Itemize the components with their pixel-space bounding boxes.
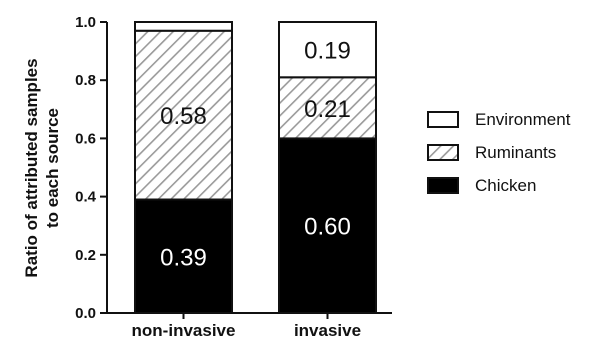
y-tick-label: 0.0 (75, 305, 96, 322)
x-category-label: invasive (294, 321, 361, 340)
y-tick-label: 0.6 (75, 130, 96, 147)
x-axis: non-invasive invasive (107, 313, 392, 340)
y-tick-label: 0.4 (75, 189, 97, 206)
x-category-label: non-invasive (132, 321, 236, 340)
y-axis: 0.0 0.2 0.4 0.6 0.8 1.0 (75, 14, 107, 322)
legend-swatch-ruminants (428, 145, 458, 160)
bars: 0.39 0.58 0.60 0.21 0.19 (135, 22, 376, 313)
legend-label-environment: Environment (475, 110, 571, 129)
legend-swatch-chicken (428, 178, 458, 193)
data-label: 0.39 (160, 244, 207, 271)
y-tick-label: 0.8 (75, 72, 96, 89)
bar-segment-environment-0 (135, 22, 232, 31)
y-axis-title-line-2: to each source (43, 108, 62, 228)
data-label: 0.58 (160, 103, 207, 130)
data-label: 0.60 (304, 214, 351, 241)
y-tick-label: 0.2 (75, 247, 96, 264)
y-axis-title-line-1: Ratio of attributed samples (22, 58, 41, 277)
y-tick-label: 1.0 (75, 14, 96, 31)
legend-swatch-environment (428, 112, 458, 127)
data-label: 0.19 (304, 38, 351, 65)
legend-label-chicken: Chicken (475, 176, 536, 195)
data-label: 0.21 (304, 96, 351, 123)
legend-label-ruminants: Ruminants (475, 143, 556, 162)
legend: Environment Ruminants Chicken (428, 110, 571, 195)
